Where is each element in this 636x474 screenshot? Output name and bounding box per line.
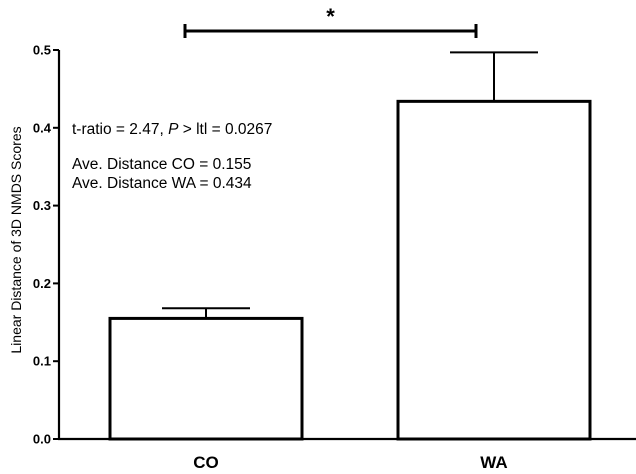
- category-label-co: CO: [193, 453, 219, 472]
- significance-star: *: [326, 4, 335, 29]
- y-tick-label: 0.2: [33, 276, 51, 291]
- t-ratio-post: > ltl = 0.0267: [178, 121, 272, 138]
- y-tick-label: 0.1: [33, 354, 51, 369]
- category-label-wa: WA: [480, 453, 507, 472]
- average-distance-co: Ave. Distance CO = 0.155: [72, 156, 251, 173]
- bar-co: [108, 316, 304, 441]
- bars: [108, 51, 592, 441]
- y-tick-label: 0.4: [33, 120, 52, 135]
- significance-bracket: *: [183, 4, 478, 38]
- y-tick-label: 0.0: [33, 432, 51, 447]
- p-symbol: P: [168, 121, 179, 138]
- category-labels: CO WA: [193, 453, 507, 472]
- y-tick-label: 0.5: [33, 43, 51, 58]
- average-distance-wa: Ave. Distance WA = 0.434: [72, 175, 252, 192]
- y-axis-label: Linear Distance of 3D NMDS Scores: [8, 126, 24, 353]
- t-ratio-pre: t-ratio = 2.47,: [72, 121, 168, 138]
- bar-wa: [396, 99, 592, 441]
- y-tick-label: 0.3: [33, 198, 51, 213]
- y-ticks: 0.0 0.1 0.2 0.3 0.4 0.5: [33, 43, 59, 447]
- t-ratio-annotation: t-ratio = 2.47, P > ltl = 0.0267: [72, 121, 272, 138]
